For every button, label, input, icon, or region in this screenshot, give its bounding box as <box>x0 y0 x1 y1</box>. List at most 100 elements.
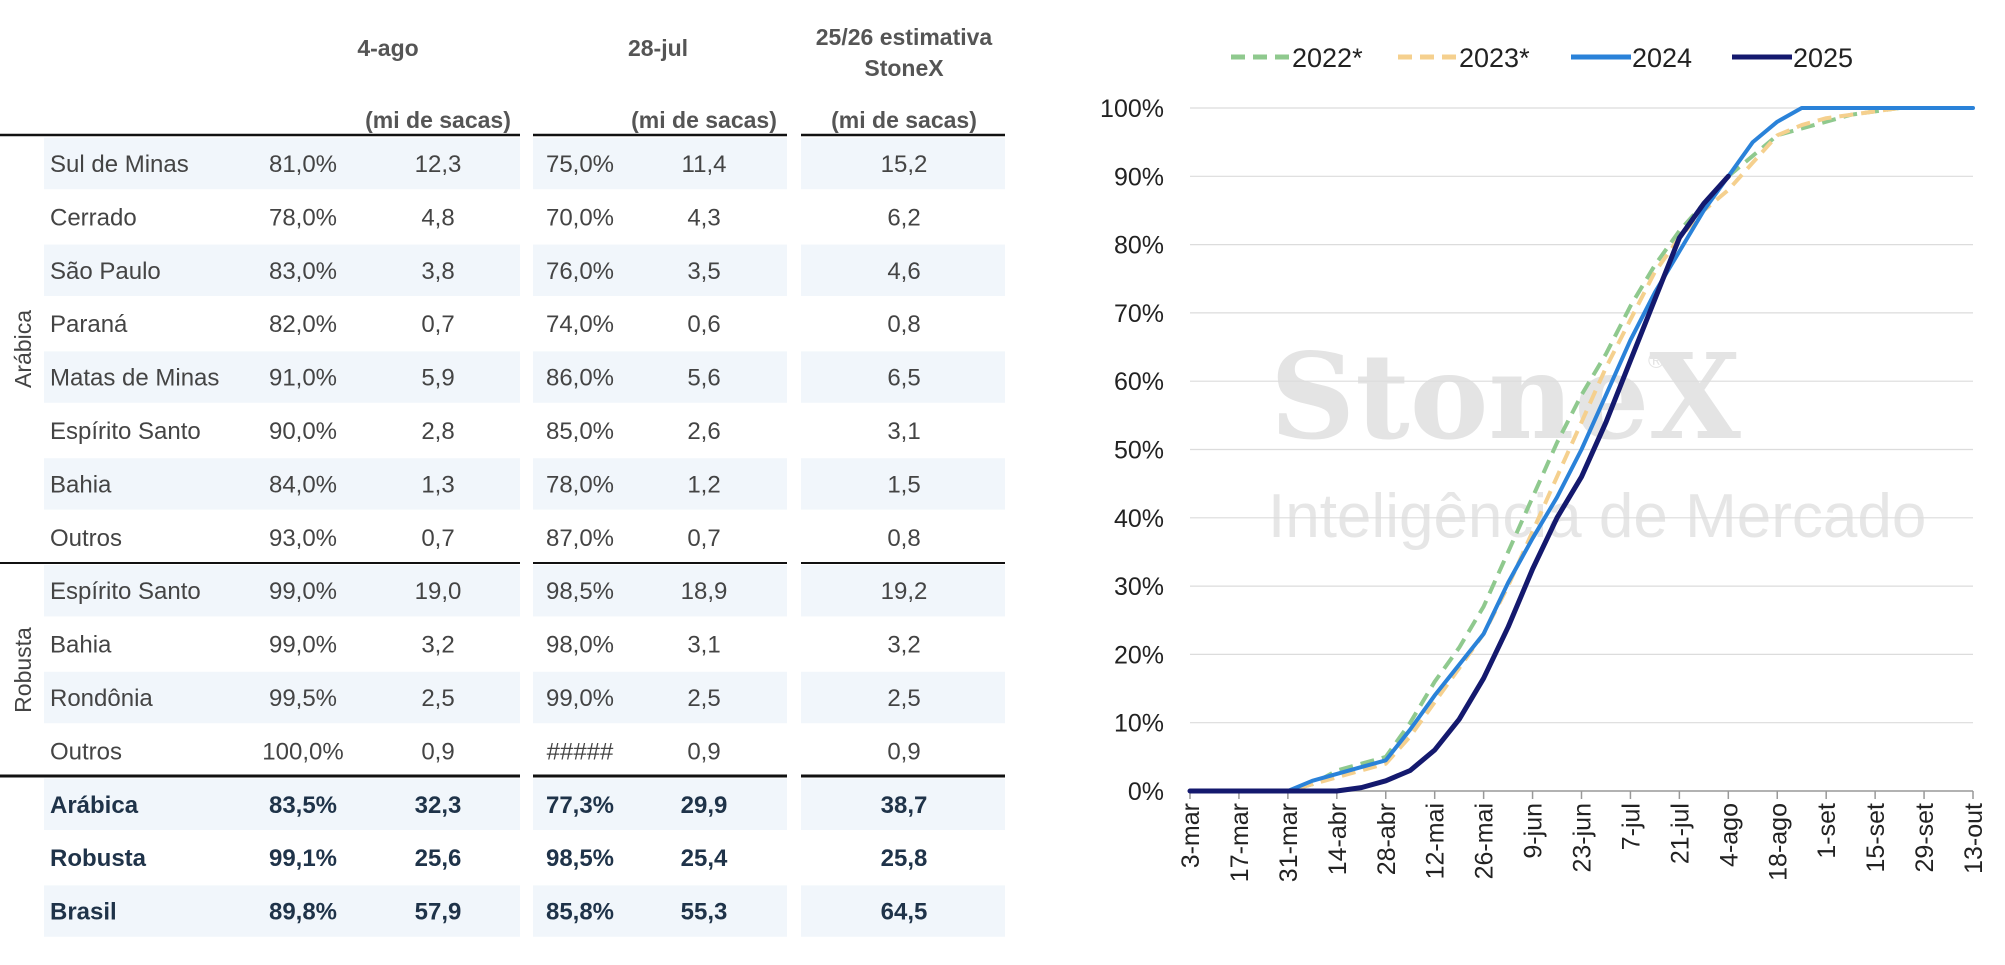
row-band <box>533 778 787 830</box>
legend: 2022* 2023* 2024 2025 <box>1231 43 1853 73</box>
table-row: Bahia 84,0% 1,3 78,0% 1,2 1,5 <box>50 471 921 498</box>
harvest-table: 4-ago 28-jul 25/26 estimativa StoneX (mi … <box>0 24 1005 937</box>
y-tick-label: 0% <box>1128 778 1164 806</box>
x-tick-label: 13-out <box>1960 803 1988 874</box>
row-name: Paraná <box>50 311 128 338</box>
cell-28-jul-value: 1,2 <box>687 471 720 498</box>
x-tick-label: 15-set <box>1862 803 1890 873</box>
cell-28-jul-pct: 98,5% <box>546 578 614 605</box>
cell-28-jul-pct: 85,8% <box>546 899 614 926</box>
header-4-ago: 4-ago <box>357 35 418 61</box>
cell-4-ago-value: 0,7 <box>421 525 454 552</box>
cell-4-ago-value: 12,3 <box>415 151 462 178</box>
cell-28-jul-pct: 76,0% <box>546 258 614 285</box>
cell-4-ago-value: 0,9 <box>421 738 454 765</box>
cell-4-ago-value: 57,9 <box>415 899 462 926</box>
cell-28-jul-value: 3,1 <box>687 632 720 659</box>
table-row: Outros 100,0% 0,9 ##### 0,9 0,9 <box>50 738 921 765</box>
x-tick-label: 12-mai <box>1422 803 1450 879</box>
cell-28-jul-pct: 78,0% <box>546 471 614 498</box>
x-tick-label: 3-mar <box>1177 803 1205 868</box>
row-name: Bahia <box>50 471 112 498</box>
cell-28-jul-value: 4,3 <box>687 204 720 231</box>
row-band <box>533 351 787 403</box>
cell-4-ago-value: 5,9 <box>421 365 454 392</box>
table-row: São Paulo 83,0% 3,8 76,0% 3,5 4,6 <box>50 258 921 285</box>
cell-28-jul-value: 55,3 <box>681 899 728 926</box>
cell-28-jul-value: 0,6 <box>687 311 720 338</box>
watermark-tagline: Inteligência de Mercado <box>1268 482 1926 551</box>
harvest-progress-chart: StoneX ® Inteligência de Mercado 0% 10% 20… <box>1100 43 1988 882</box>
row-band <box>533 244 787 296</box>
y-tick-label: 40% <box>1114 505 1164 533</box>
cell-4-ago-pct: 90,0% <box>269 418 337 445</box>
cell-estimate: 4,6 <box>887 258 920 285</box>
cell-4-ago-pct: 84,0% <box>269 471 337 498</box>
watermark-registered: ® <box>1648 348 1664 373</box>
row-band <box>533 458 787 510</box>
row-name: Outros <box>50 738 122 765</box>
total-row: Robusta 99,1% 25,6 98,5% 25,4 25,8 <box>50 845 927 872</box>
cell-estimate: 1,5 <box>887 471 920 498</box>
row-band <box>44 351 520 403</box>
header-28-jul: 28-jul <box>628 35 688 61</box>
x-tick-label: 18-ago <box>1764 803 1792 881</box>
watermark: StoneX ® Inteligência de Mercado <box>1268 327 1926 551</box>
row-band <box>44 778 520 830</box>
cell-estimate: 3,2 <box>887 632 920 659</box>
y-tick-label: 90% <box>1114 163 1164 191</box>
x-tick-label: 29-set <box>1911 803 1939 873</box>
cell-28-jul-pct: 70,0% <box>546 204 614 231</box>
cell-4-ago-pct: 99,0% <box>269 578 337 605</box>
series-line-2025 <box>1187 173 1731 794</box>
cell-4-ago-value: 2,8 <box>421 418 454 445</box>
cell-4-ago-pct: 83,5% <box>269 792 337 819</box>
y-tick-label: 10% <box>1114 710 1164 738</box>
legend-label: 2025 <box>1793 43 1853 73</box>
cell-4-ago-value: 1,3 <box>421 471 454 498</box>
row-name: Robusta <box>50 845 147 872</box>
x-tick-label: 1-set <box>1813 803 1841 859</box>
row-name: Espírito Santo <box>50 578 201 605</box>
row-name: Outros <box>50 525 122 552</box>
row-band <box>801 244 1005 296</box>
cell-28-jul-value: 5,6 <box>687 365 720 392</box>
row-band <box>801 137 1005 190</box>
y-tick-label: 60% <box>1114 368 1164 396</box>
row-band <box>44 565 520 617</box>
row-band <box>533 671 787 724</box>
x-tick-label: 23-jun <box>1569 803 1597 873</box>
cell-4-ago-pct: 100,0% <box>262 738 343 765</box>
total-row: Brasil 89,8% 57,9 85,8% 55,3 64,5 <box>50 899 927 926</box>
cell-estimate: 3,1 <box>887 418 920 445</box>
x-tick-label: 17-mar <box>1226 803 1254 882</box>
x-tick-label: 9-jun <box>1520 803 1548 859</box>
cell-4-ago-pct: 93,0% <box>269 525 337 552</box>
row-band <box>533 885 787 937</box>
y-axis-ticks: 0% 10% 20% 30% 40% 50% 60% 70% 80% 90% 100% <box>1100 95 1164 806</box>
row-name: Cerrado <box>50 204 137 231</box>
cell-4-ago-pct: 99,1% <box>269 845 337 872</box>
row-band <box>801 885 1005 937</box>
x-axis: 3-mar 17-mar 31-mar 14-abr 28-abr 12-mai 26-ma… <box>1177 790 1988 882</box>
cell-estimate: 25,8 <box>881 845 928 872</box>
cell-4-ago-pct: 99,5% <box>269 685 337 712</box>
series-lines <box>1187 106 1975 794</box>
x-tick-label: 7-jul <box>1617 803 1645 850</box>
table-row: Paraná 82,0% 0,7 74,0% 0,6 0,8 <box>50 311 921 338</box>
y-tick-label: 80% <box>1114 232 1164 260</box>
legend-label: 2022* <box>1292 43 1363 73</box>
cell-estimate: 0,8 <box>887 311 920 338</box>
row-band <box>801 458 1005 510</box>
cell-4-ago-pct: 83,0% <box>269 258 337 285</box>
cell-28-jul-pct: 98,5% <box>546 845 614 872</box>
watermark-brand: StoneX <box>1270 327 1741 466</box>
y-tick-label: 20% <box>1114 641 1164 669</box>
cell-28-jul-value: 18,9 <box>681 578 728 605</box>
cell-28-jul-value: 2,5 <box>687 685 720 712</box>
table-rows: Sul de Minas 81,0% 12,3 75,0% 11,4 15,2 Cerrad… <box>50 151 927 926</box>
y-tick-label: 100% <box>1100 95 1164 123</box>
table-row: Rondônia 99,5% 2,5 99,0% 2,5 2,5 <box>50 685 921 712</box>
cell-4-ago-value: 3,2 <box>421 632 454 659</box>
